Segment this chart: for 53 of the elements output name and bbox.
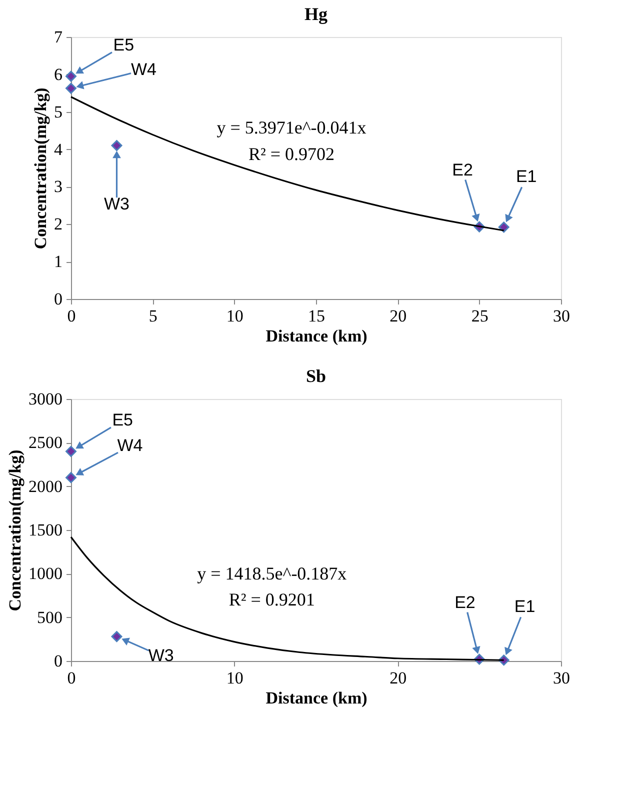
- y-tick-label: 7: [54, 28, 63, 46]
- annotation: W3: [104, 194, 130, 214]
- x-tick-label: 30: [553, 668, 570, 688]
- y-tick-label: 3000: [28, 390, 62, 408]
- annotation: y = 5.3971e^-0.041x: [216, 118, 366, 138]
- y-tick-label: 0: [54, 290, 62, 308]
- annotation: E2: [452, 160, 473, 180]
- y-tick-label: 1500: [28, 520, 62, 540]
- y-tick-label: 1: [54, 252, 62, 272]
- annotation: W3: [148, 646, 174, 665]
- point: [66, 472, 76, 484]
- annotation: R² = 0.9201: [228, 590, 315, 610]
- annotation: E5: [112, 410, 133, 430]
- y-tick-label: 2: [54, 214, 62, 234]
- x-tick-label: 5: [148, 306, 158, 326]
- y-tick-label: 3: [54, 177, 62, 196]
- y-tick-label: 2500: [28, 433, 62, 452]
- annotation: y = 1418.5e^-0.187x: [197, 564, 347, 584]
- y-tick-label: 2000: [28, 476, 62, 496]
- y-tick-label: 5: [54, 102, 62, 122]
- x-tick-label: 10: [226, 306, 244, 326]
- annotation: W4: [130, 60, 156, 80]
- annotation: W4: [117, 436, 143, 456]
- annotation: E5: [113, 35, 134, 54]
- point: [66, 82, 76, 94]
- point: [498, 222, 510, 233]
- y-tick-label: 0: [54, 652, 62, 670]
- point: [111, 140, 122, 152]
- point: [66, 70, 76, 82]
- chart-title: Hg: [304, 4, 328, 24]
- y-tick-label: 4: [54, 140, 63, 159]
- chart-title: Sb: [306, 366, 326, 386]
- point: [111, 631, 122, 642]
- y-tick-label: 6: [54, 64, 62, 84]
- y-axis-title: Concentration(mg/kg): [6, 450, 24, 612]
- y-tick-label: 500: [37, 608, 62, 627]
- annotation: E2: [454, 593, 476, 612]
- annotation: E1: [514, 597, 536, 616]
- x-tick-label: 10: [226, 668, 244, 688]
- x-tick-label: 15: [308, 306, 325, 326]
- x-tick-label: 25: [471, 306, 488, 326]
- x-axis-title: Distance (km): [266, 326, 368, 346]
- point: [66, 446, 76, 457]
- x-tick-label: 0: [67, 668, 76, 688]
- x-tick-label: 20: [390, 668, 407, 688]
- y-axis-title: Concentration(mg/kg): [31, 88, 50, 250]
- x-tick-label: 20: [390, 306, 407, 326]
- x-axis-title: Distance (km): [266, 688, 368, 708]
- y-tick-label: 1000: [28, 564, 62, 584]
- annotation: E1: [516, 167, 537, 186]
- x-tick-label: 30: [553, 306, 570, 326]
- x-tick-label: 0: [67, 306, 76, 326]
- annotation: R² = 0.9702: [248, 144, 335, 164]
